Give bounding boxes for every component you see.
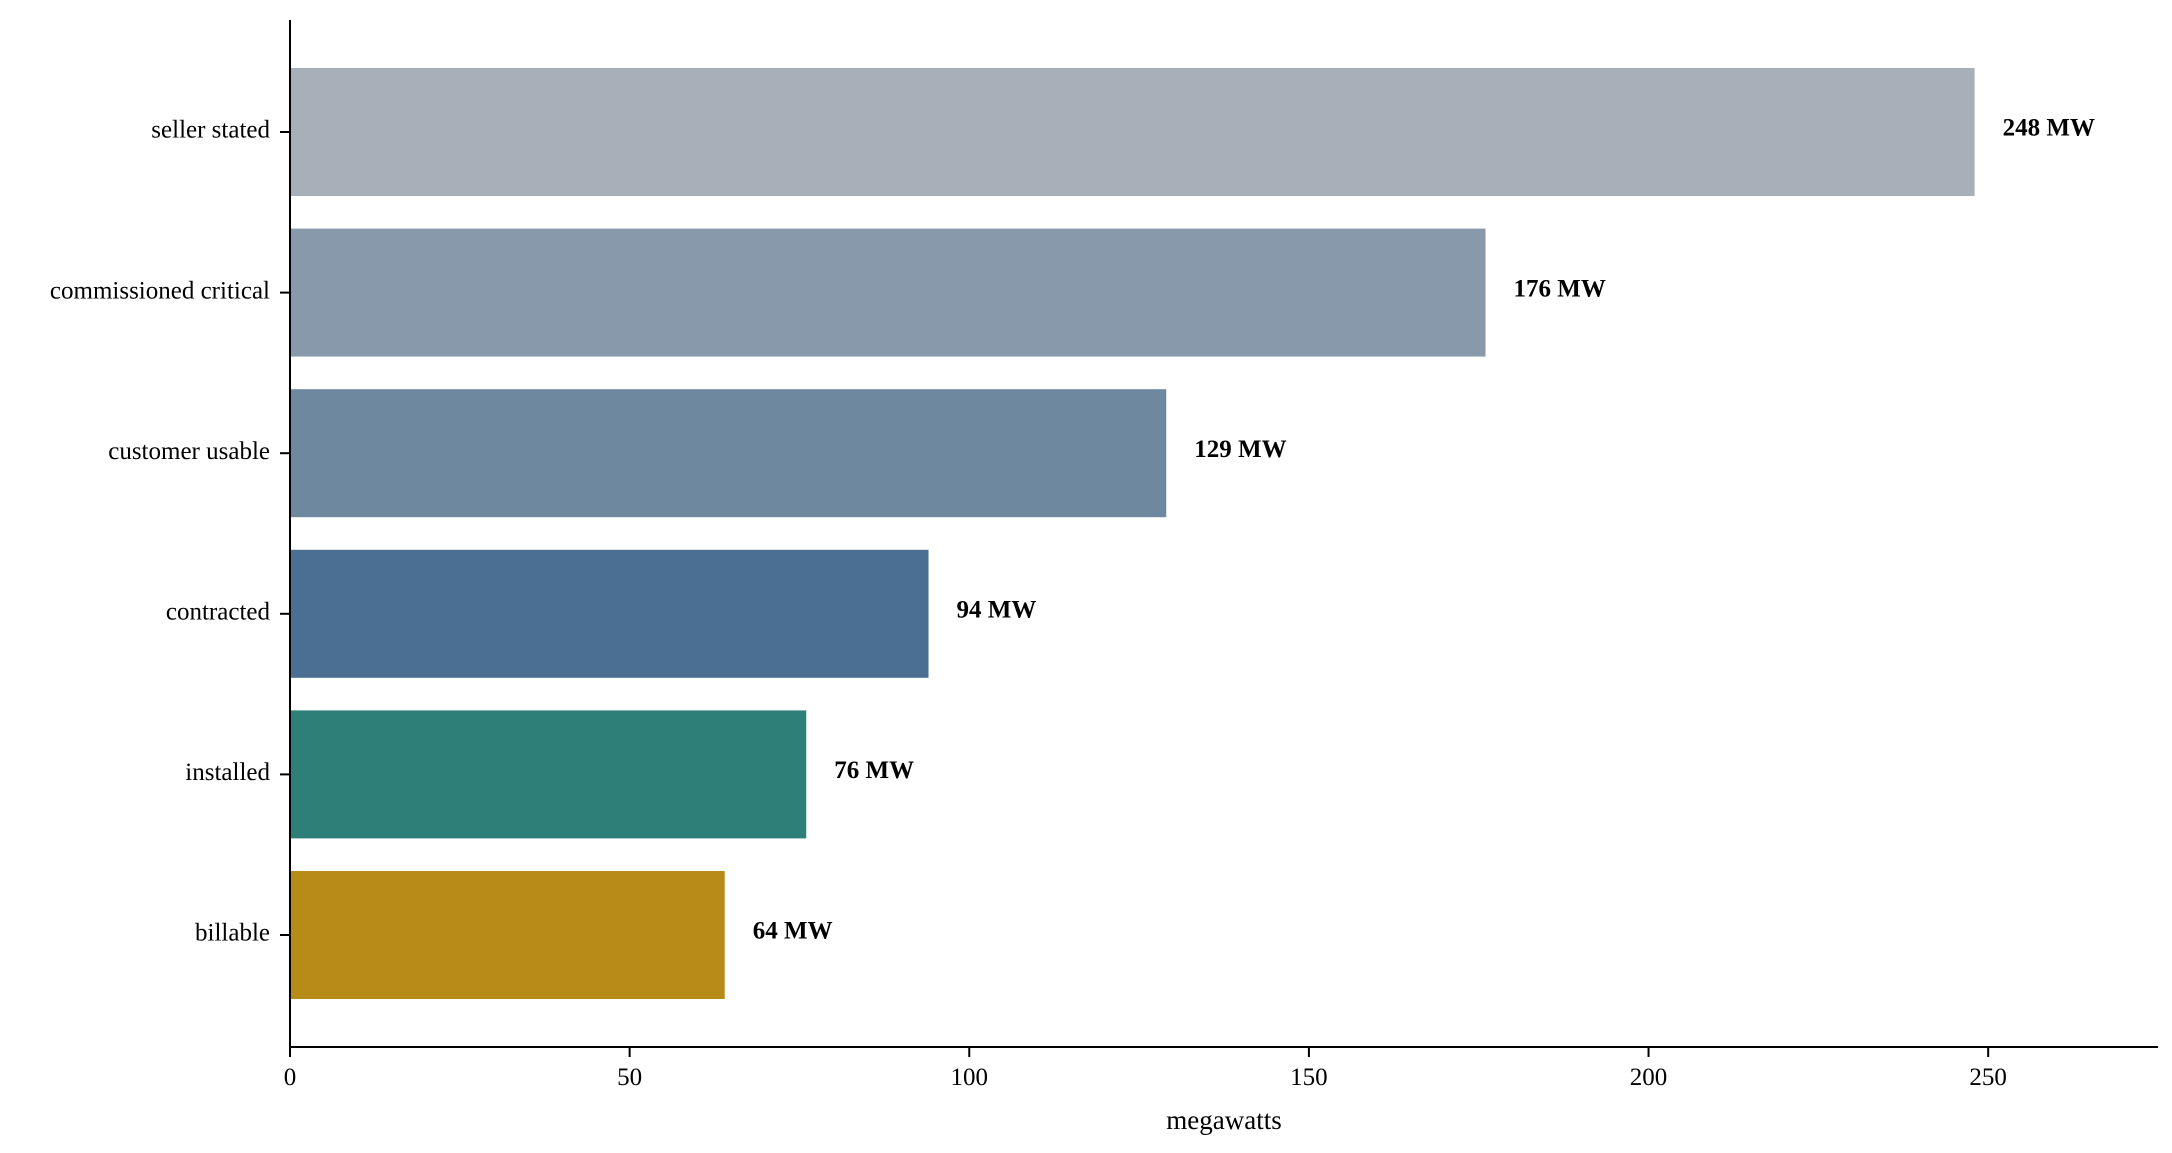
bar-seller-stated [290, 68, 1975, 196]
bar-contracted [290, 549, 929, 678]
x-tick-label: 100 [951, 1064, 989, 1091]
bar-commissioned-critical [290, 228, 1486, 357]
value-label: 248 MW [2003, 115, 2095, 142]
y-axis: seller stated commissioned critical custom… [50, 20, 291, 1047]
x-tick-label: 200 [1630, 1064, 1668, 1091]
x-tick-label: 50 [617, 1064, 642, 1091]
category-label: billable [195, 920, 270, 947]
value-labels-group: 248 MW 176 MW 129 MW 94 MW 76 MW 64 MW [753, 115, 2095, 945]
category-label: customer usable [108, 438, 270, 465]
value-label: 76 MW [834, 757, 914, 784]
x-axis-title: megawatts [1166, 1105, 1281, 1135]
x-tick-label: 250 [1969, 1064, 2007, 1091]
category-label: installed [185, 759, 270, 786]
value-label: 176 MW [1514, 275, 1606, 302]
bar-installed [290, 710, 807, 839]
category-label: seller stated [151, 117, 270, 144]
x-tick-label: 0 [284, 1064, 297, 1091]
category-label: commissioned critical [50, 277, 270, 304]
bar-customer-usable [290, 389, 1167, 518]
category-label: contracted [166, 599, 271, 626]
value-label: 94 MW [957, 597, 1037, 624]
x-axis: 0 50 100 150 200 250 [284, 1046, 2158, 1091]
bars-group [290, 68, 1975, 999]
bar-billable [290, 871, 725, 999]
x-tick-label: 150 [1290, 1064, 1328, 1091]
value-label: 129 MW [1194, 436, 1286, 463]
value-label: 64 MW [753, 918, 833, 945]
